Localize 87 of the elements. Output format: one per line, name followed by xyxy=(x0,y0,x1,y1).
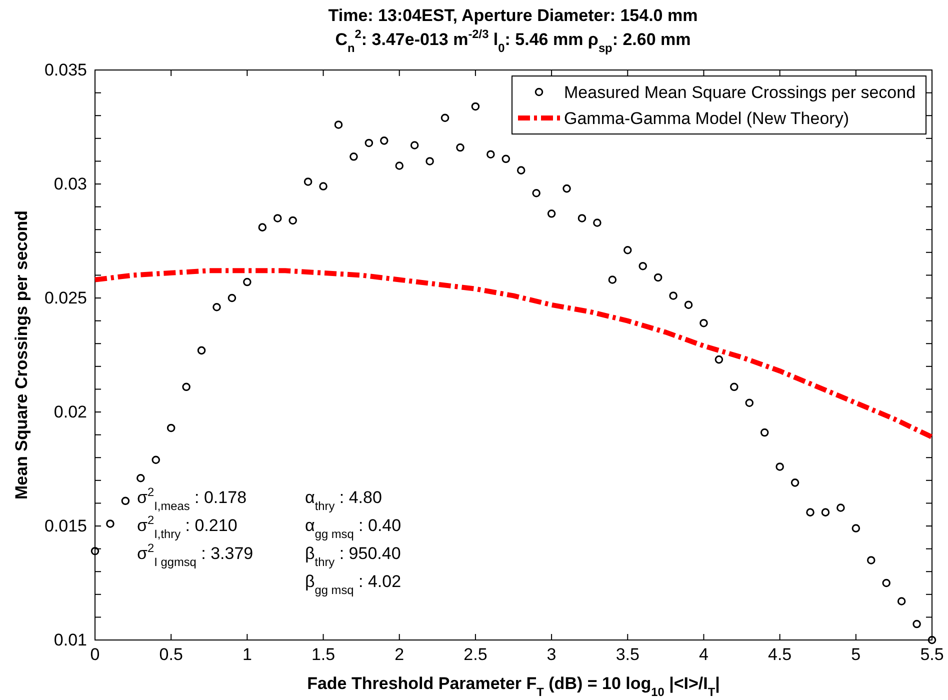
y-tick-label: 0.01 xyxy=(54,630,87,650)
annotation: σ$^{2}$$_{I ggmsq}$ : 3.379 xyxy=(137,541,254,569)
point xyxy=(364,138,374,148)
point xyxy=(593,218,602,227)
point xyxy=(578,214,586,222)
point xyxy=(395,162,404,170)
point xyxy=(608,276,617,284)
point xyxy=(516,166,526,174)
point xyxy=(654,273,662,282)
point xyxy=(866,556,876,564)
point xyxy=(745,398,754,408)
text: C$_{n}$$^{2}$: 3.47e-013 m$^{-2/3}$ l$_{0}$: 5.46 mm ρ$_{sp}$: 2.60 mm xyxy=(335,27,691,55)
x-tick-label: 3.5 xyxy=(616,645,640,664)
point xyxy=(547,210,556,218)
annotation: α$_{gg msq}$ : 0.40 xyxy=(305,516,402,541)
point xyxy=(334,120,343,129)
point xyxy=(380,136,388,145)
point xyxy=(197,346,206,355)
point xyxy=(273,214,282,222)
point xyxy=(790,478,800,487)
point xyxy=(928,636,936,644)
point xyxy=(350,152,358,161)
point xyxy=(243,278,252,286)
x-tick-label: 2.5 xyxy=(464,645,488,664)
annotation: α$_{thry}$ : 4.80 xyxy=(305,488,382,513)
y-axis-title: Mean Square Crossings per second xyxy=(12,210,31,500)
y-tick-label: 0.025 xyxy=(44,288,87,308)
point xyxy=(638,262,647,270)
point xyxy=(182,382,190,392)
annotation: β$_{thry}$ : 950.40 xyxy=(305,544,401,569)
point xyxy=(502,154,510,164)
point xyxy=(440,114,450,122)
x-axis-title: Fade Threshold Parameter F$_{T}$ (dB) = 10 log$_{10}$ |<I>/I$_{T}$| xyxy=(307,674,720,699)
point xyxy=(90,546,100,556)
point xyxy=(882,578,890,588)
point xyxy=(669,292,678,300)
x-tick-label: 2 xyxy=(394,645,404,664)
x-tick-label: 0 xyxy=(90,645,100,664)
point xyxy=(426,157,434,166)
chart-title: Time: 13:04EST, Aperture Diameter: 154.0 mm xyxy=(328,6,698,25)
x-tick-label: 1.5 xyxy=(311,645,336,664)
point xyxy=(684,300,693,309)
point xyxy=(486,150,495,158)
annotation: β$_{gg msq}$ : 4.02 xyxy=(305,572,402,597)
point xyxy=(166,424,176,432)
point xyxy=(136,474,145,482)
point xyxy=(806,508,814,516)
point xyxy=(471,102,480,111)
x-tick-label: 5.5 xyxy=(920,645,944,664)
point xyxy=(319,182,328,190)
x-tick-label: 3 xyxy=(546,645,556,664)
point xyxy=(410,141,419,150)
y-tick-label: 0.02 xyxy=(54,402,87,422)
point xyxy=(228,294,236,302)
point xyxy=(106,520,114,528)
point xyxy=(700,318,708,328)
point xyxy=(714,355,724,364)
point xyxy=(304,178,312,186)
point xyxy=(121,496,130,506)
point xyxy=(456,143,464,152)
point xyxy=(258,223,267,232)
x-tick-label: 5 xyxy=(851,645,861,664)
point xyxy=(852,524,860,532)
y-tick-label: 0.015 xyxy=(44,516,87,536)
point xyxy=(624,246,632,254)
annotation: σ$^{2}$$_{I,thry}$ : 0.210 xyxy=(137,513,238,541)
point xyxy=(562,184,571,193)
x-tick-label: 1 xyxy=(242,645,252,664)
point xyxy=(836,504,845,512)
point xyxy=(776,462,784,471)
point xyxy=(821,508,830,516)
legend-label: Gamma-Gamma Model (New Theory) xyxy=(564,109,849,128)
y-tick-label: 0.03 xyxy=(54,174,87,194)
x-tick-label: 4.5 xyxy=(768,645,792,664)
point xyxy=(212,302,221,312)
x-tick-label: 4 xyxy=(698,645,708,664)
y-tick-label: 0.035 xyxy=(44,60,87,80)
point xyxy=(760,428,769,437)
x-tick-label: 0.5 xyxy=(159,645,183,664)
point xyxy=(897,597,906,606)
point xyxy=(152,456,160,464)
point xyxy=(288,216,297,225)
point xyxy=(912,620,921,628)
annotation: σ$^{2}$$_{I,meas}$ : 0.178 xyxy=(137,485,247,513)
legend-label: Measured Mean Square Crossings per second xyxy=(564,83,916,102)
point xyxy=(730,382,738,392)
point xyxy=(532,188,540,198)
